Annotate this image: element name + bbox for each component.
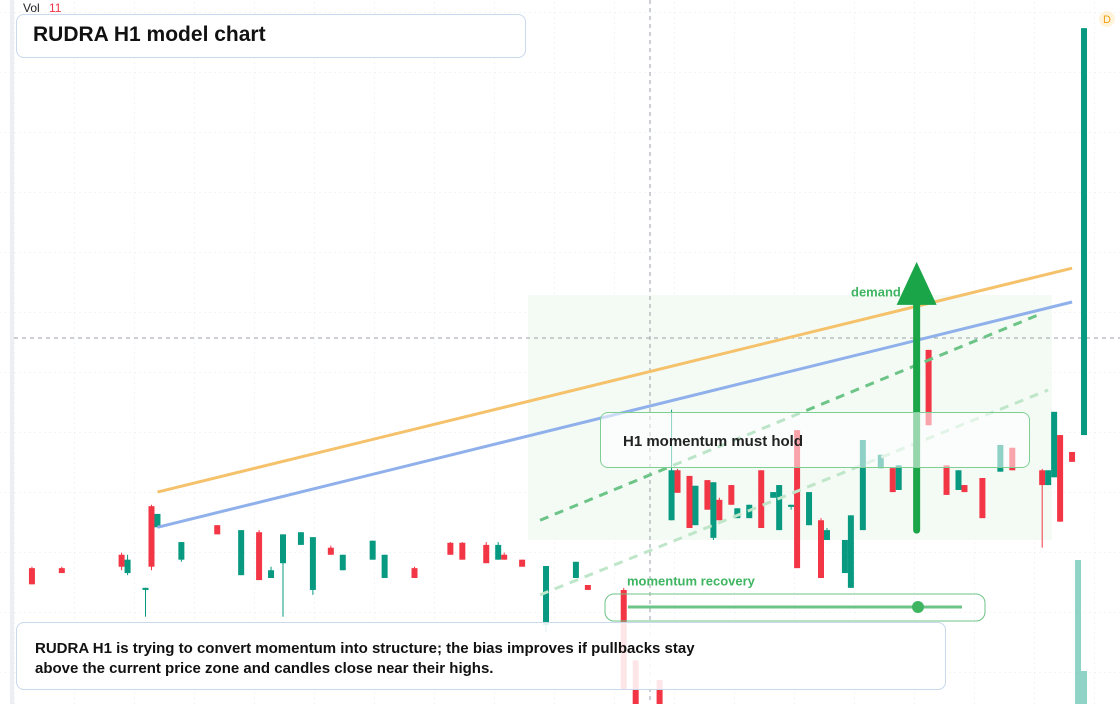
candle-body [823, 530, 830, 540]
candle-body [148, 506, 155, 567]
volume-value: 11 [49, 1, 62, 15]
candle-body [381, 554, 388, 578]
candle-body [459, 542, 466, 560]
recovery-label: momentum recovery [627, 573, 756, 588]
volume-label: Vol [23, 1, 40, 15]
candle-body [692, 485, 699, 526]
volume-bar [1081, 671, 1088, 704]
candle-body [704, 480, 711, 510]
note: RUDRA H1 is trying to convert momentum i… [35, 640, 695, 677]
candle-body [841, 539, 848, 574]
candle-body [256, 532, 263, 581]
candle-body [584, 585, 591, 590]
candle-body [495, 544, 502, 560]
recovery-box [604, 593, 986, 622]
candle-body [1051, 411, 1058, 478]
candle-body [686, 475, 693, 528]
recovery-handle [912, 601, 924, 613]
candle-body [572, 561, 579, 578]
candle-body [268, 570, 275, 578]
candle-body [710, 482, 717, 538]
candle-body [501, 554, 508, 560]
candle-body [955, 470, 962, 490]
candle-body [776, 485, 783, 531]
candle-body [979, 478, 986, 519]
candle-body [859, 440, 866, 531]
candle-body [483, 544, 490, 564]
candle-body [770, 492, 777, 498]
candle-body [674, 470, 681, 493]
candle-body [142, 587, 149, 590]
candle-body [238, 530, 245, 576]
candle-body [728, 485, 735, 505]
arrow-head [896, 261, 937, 305]
candle-body [411, 568, 418, 578]
hold-box: H1 momentum must hold [600, 412, 1030, 468]
badge [1099, 11, 1115, 27]
candle-body [889, 468, 896, 493]
candle-body [327, 547, 334, 555]
candle-body [28, 568, 35, 585]
candle-body [339, 554, 346, 571]
candle-body [309, 537, 316, 590]
candle-body [1057, 435, 1064, 522]
candle-body [58, 568, 65, 574]
candle-body [716, 499, 723, 521]
candle-body [118, 554, 125, 567]
candle-body [1045, 470, 1052, 486]
candle-body [943, 465, 950, 495]
candle-body [297, 532, 304, 545]
candle-body [734, 508, 741, 519]
candle-body [1081, 28, 1088, 436]
candle-body [280, 534, 286, 564]
candle-body [847, 515, 854, 588]
candle-body [447, 542, 454, 555]
candle-body [758, 470, 765, 528]
trend-line [539, 311, 1043, 522]
candle-body [154, 513, 161, 528]
candle-body [895, 465, 902, 490]
candle-body [794, 430, 801, 569]
candle-body [788, 504, 795, 507]
candle-body [961, 485, 968, 493]
note-box: RUDRA H1 is trying to convert momentum i… [16, 622, 946, 690]
candle-body [668, 470, 675, 521]
left-edge [10, 0, 14, 704]
candle-body [925, 349, 932, 426]
candle-body [519, 559, 526, 567]
hold-label: H1 momentum must hold [623, 433, 804, 450]
title-box: RUDRA H1 model chart [16, 14, 526, 58]
volume-bar [1075, 560, 1082, 704]
candle-body [818, 520, 824, 578]
candle-body [656, 680, 663, 704]
candle-body [806, 492, 813, 526]
candle-body [1039, 470, 1046, 486]
candle-body [124, 559, 131, 574]
badge-text: D [1103, 14, 1111, 26]
candle-body [178, 542, 185, 560]
candle-body [1069, 451, 1076, 462]
candle-body [369, 540, 376, 560]
candle-body [543, 566, 550, 626]
candle-body [214, 525, 221, 535]
chart-title: RUDRA H1 model chart [33, 23, 266, 46]
